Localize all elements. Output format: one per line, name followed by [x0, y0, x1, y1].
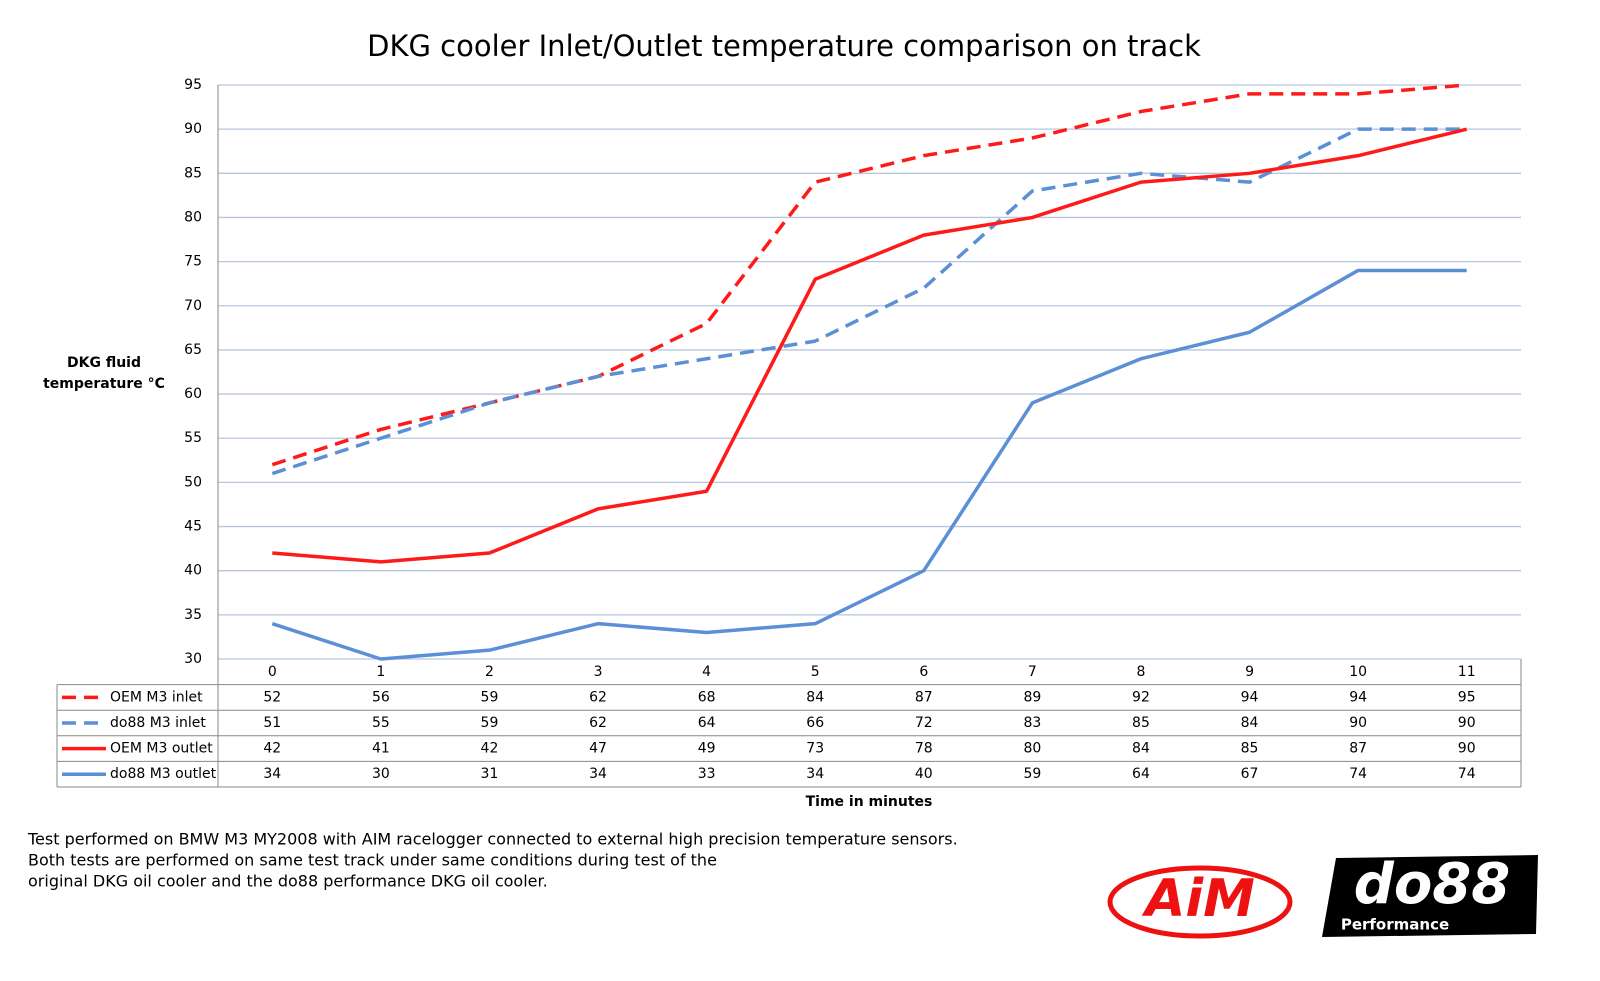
- chart-title: DKG cooler Inlet/Outlet temperature comp…: [367, 29, 1201, 63]
- table-value: 47: [589, 741, 607, 757]
- y-tick-label: 70: [184, 298, 202, 314]
- logo-ring: [1107, 865, 1293, 939]
- series-line: [272, 127, 1468, 564]
- x-tick-label: 0: [268, 664, 277, 680]
- y-tick-label: 45: [184, 519, 202, 535]
- table-value: 59: [481, 715, 499, 731]
- table-value: 62: [589, 689, 607, 705]
- x-tick-label: 6: [919, 664, 928, 680]
- table-value: 90: [1349, 715, 1367, 731]
- table-value: 59: [1023, 766, 1041, 782]
- table-value: 73: [806, 741, 824, 757]
- logo-text: AiM: [1141, 869, 1255, 929]
- table-value: 92: [1132, 689, 1150, 705]
- table-value: 67: [1241, 766, 1259, 782]
- x-tick-label: 5: [811, 664, 820, 680]
- series-line: [271, 83, 1467, 467]
- legend-label: do88 M3 inlet: [110, 715, 206, 731]
- table-value: 87: [1349, 741, 1367, 757]
- x-tick-label: 1: [376, 664, 385, 680]
- y-tick-label: 30: [184, 651, 202, 667]
- logo-box: [1322, 855, 1538, 937]
- table-value: 41: [372, 741, 390, 757]
- table-value: 42: [263, 741, 281, 757]
- logo-subtext: Performance: [1341, 916, 1449, 934]
- table-value: 85: [1132, 715, 1150, 731]
- table-value: 74: [1458, 766, 1476, 782]
- y-tick-label: 50: [184, 474, 202, 490]
- table-value: 64: [1132, 766, 1150, 782]
- table-value: 85: [1241, 741, 1259, 757]
- table-value: 31: [481, 766, 499, 782]
- series-line: [271, 127, 1467, 476]
- table-value: 80: [1023, 741, 1041, 757]
- table-value: 34: [806, 766, 824, 782]
- y-axis-label: DKG fluid: [67, 355, 141, 371]
- table-value: 33: [698, 766, 716, 782]
- table-value: 84: [1132, 741, 1150, 757]
- table-value: 94: [1349, 689, 1367, 705]
- x-axis-label: Time in minutes: [806, 794, 933, 810]
- table-value: 56: [372, 689, 390, 705]
- table-value: 84: [1241, 715, 1259, 731]
- table-value: 52: [263, 689, 281, 705]
- y-tick-label: 80: [184, 209, 202, 225]
- legend-label: OEM M3 inlet: [110, 689, 203, 705]
- do88-logo: do88 Performance: [1322, 852, 1538, 937]
- x-tick-label: 4: [702, 664, 711, 680]
- logo-text: do88: [1354, 852, 1511, 917]
- table-value: 66: [806, 715, 824, 731]
- table-value: 30: [372, 766, 390, 782]
- table-value: 34: [263, 766, 281, 782]
- aim-logo: AiM: [1107, 865, 1293, 939]
- y-tick-label: 35: [184, 607, 202, 623]
- table-value: 87: [915, 689, 933, 705]
- table-value: 40: [915, 766, 933, 782]
- y-tick-label: 60: [184, 386, 202, 402]
- series-line: [271, 268, 1467, 661]
- x-tick-label: 2: [485, 664, 494, 680]
- table-value: 49: [698, 741, 716, 757]
- table-value: 68: [698, 689, 716, 705]
- x-tick-label: 9: [1245, 664, 1254, 680]
- legend-label: do88 M3 outlet: [110, 766, 217, 782]
- footnote: Test performed on BMW M3 MY2008 with AIM…: [27, 830, 958, 849]
- table-value: 34: [589, 766, 607, 782]
- table-value: 55: [372, 715, 390, 731]
- y-tick-label: 85: [184, 165, 202, 181]
- table-value: 64: [698, 715, 716, 731]
- footnote: Both tests are performed on same test tr…: [28, 851, 717, 870]
- table-value: 84: [806, 689, 824, 705]
- table-value: 90: [1458, 715, 1476, 731]
- table-value: 74: [1349, 766, 1367, 782]
- table-value: 89: [1023, 689, 1041, 705]
- table-value: 59: [481, 689, 499, 705]
- table-value: 95: [1458, 689, 1476, 705]
- x-tick-label: 3: [594, 664, 603, 680]
- legend-label: OEM M3 outlet: [110, 741, 213, 757]
- table-value: 94: [1241, 689, 1259, 705]
- table-value: 42: [481, 741, 499, 757]
- table-value: 90: [1458, 741, 1476, 757]
- x-tick-label: 11: [1458, 664, 1476, 680]
- table-value: 72: [915, 715, 933, 731]
- table-value: 62: [589, 715, 607, 731]
- y-tick-label: 65: [184, 342, 202, 358]
- y-axis-label: temperature °C: [43, 376, 165, 392]
- table-value: 83: [1023, 715, 1041, 731]
- x-tick-label: 8: [1136, 664, 1145, 680]
- y-tick-label: 95: [184, 77, 202, 93]
- y-tick-label: 40: [184, 563, 202, 579]
- x-tick-label: 7: [1028, 664, 1037, 680]
- table-value: 78: [915, 741, 933, 757]
- footnote: original DKG oil cooler and the do88 per…: [28, 872, 548, 891]
- y-tick-label: 55: [184, 430, 202, 446]
- y-tick-label: 90: [184, 121, 202, 137]
- table-value: 51: [263, 715, 281, 731]
- x-tick-label: 10: [1349, 664, 1367, 680]
- y-tick-label: 75: [184, 254, 202, 270]
